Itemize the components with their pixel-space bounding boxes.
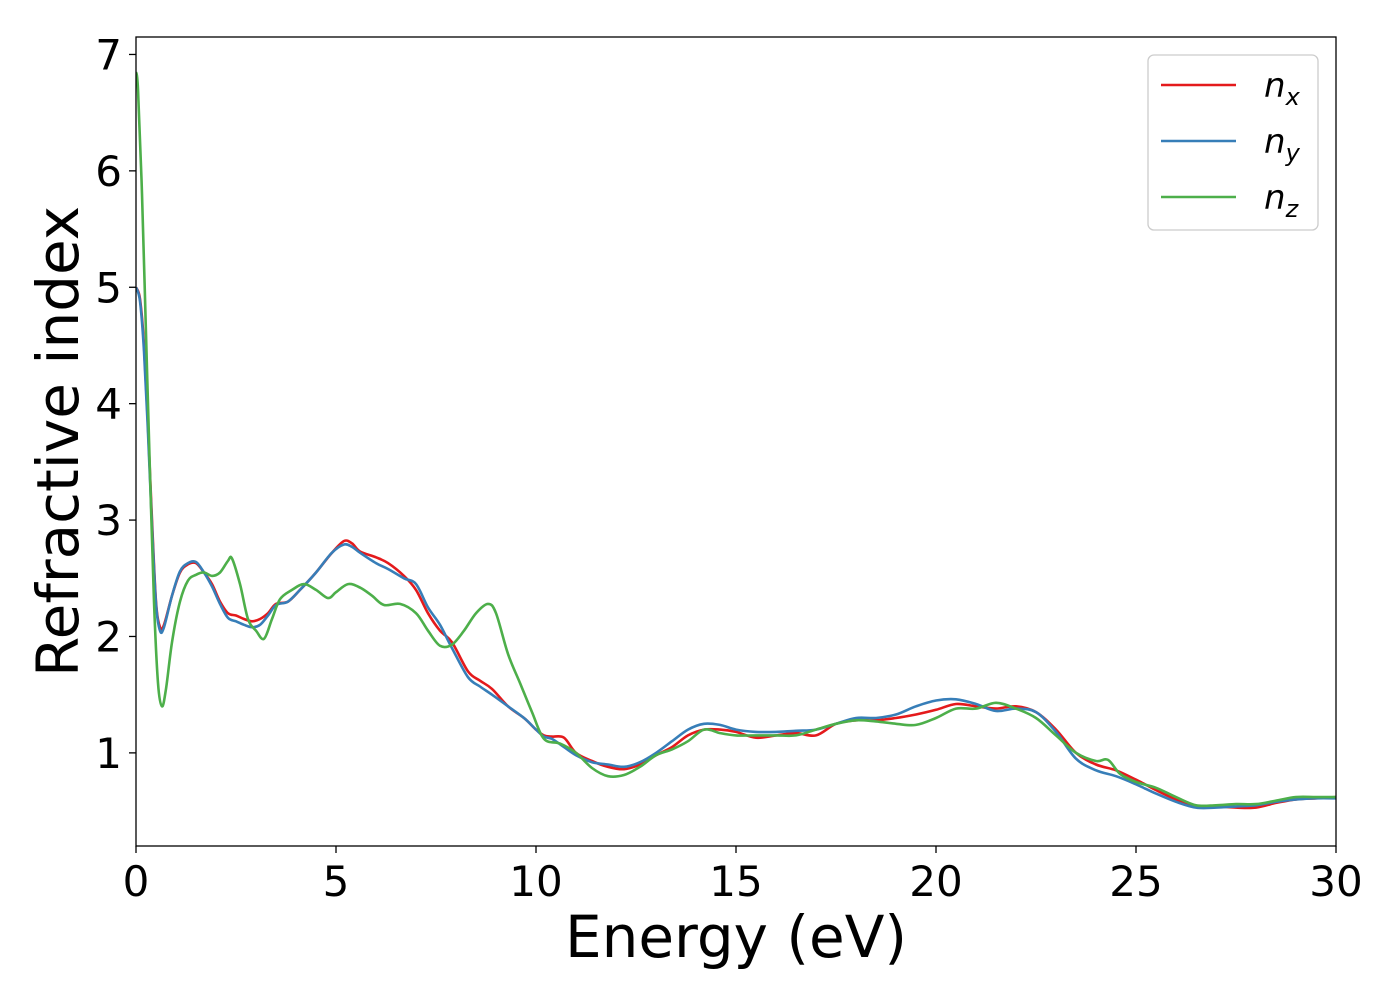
y-axis-label: Refractive index [24, 206, 92, 677]
y-tick-label: 5 [95, 263, 122, 312]
y-tick-label: 6 [95, 147, 122, 196]
x-tick-label: 5 [323, 857, 350, 906]
x-tick-label: 25 [1109, 857, 1162, 906]
y-tick-label: 4 [95, 380, 122, 429]
series-line-nz [136, 71, 1336, 808]
legend-box [1147, 54, 1319, 231]
x-tick-label: 15 [709, 857, 762, 906]
y-axis: 1 2 3 4 5 6 7 [95, 30, 136, 778]
y-tick-label: 3 [95, 496, 122, 545]
x-tick-label: 10 [509, 857, 562, 906]
legend-label-nz: nz [1264, 178, 1300, 223]
y-tick-label: 2 [95, 612, 122, 661]
x-tick-label: 30 [1309, 857, 1362, 906]
x-tick-label: 0 [123, 857, 150, 906]
series-line-ny [136, 286, 1336, 810]
y-tick-label: 1 [95, 729, 122, 778]
y-tick-label: 7 [95, 30, 122, 79]
x-axis-label: Energy (eV) [565, 903, 907, 971]
legend-label-ny: ny [1264, 122, 1301, 167]
x-tick-label: 20 [909, 857, 962, 906]
x-axis: 0 5 10 15 20 25 30 [123, 846, 1363, 906]
legend: nx ny nz [1147, 54, 1319, 231]
legend-label-nx: nx [1264, 66, 1301, 111]
series-lines [136, 71, 1336, 810]
